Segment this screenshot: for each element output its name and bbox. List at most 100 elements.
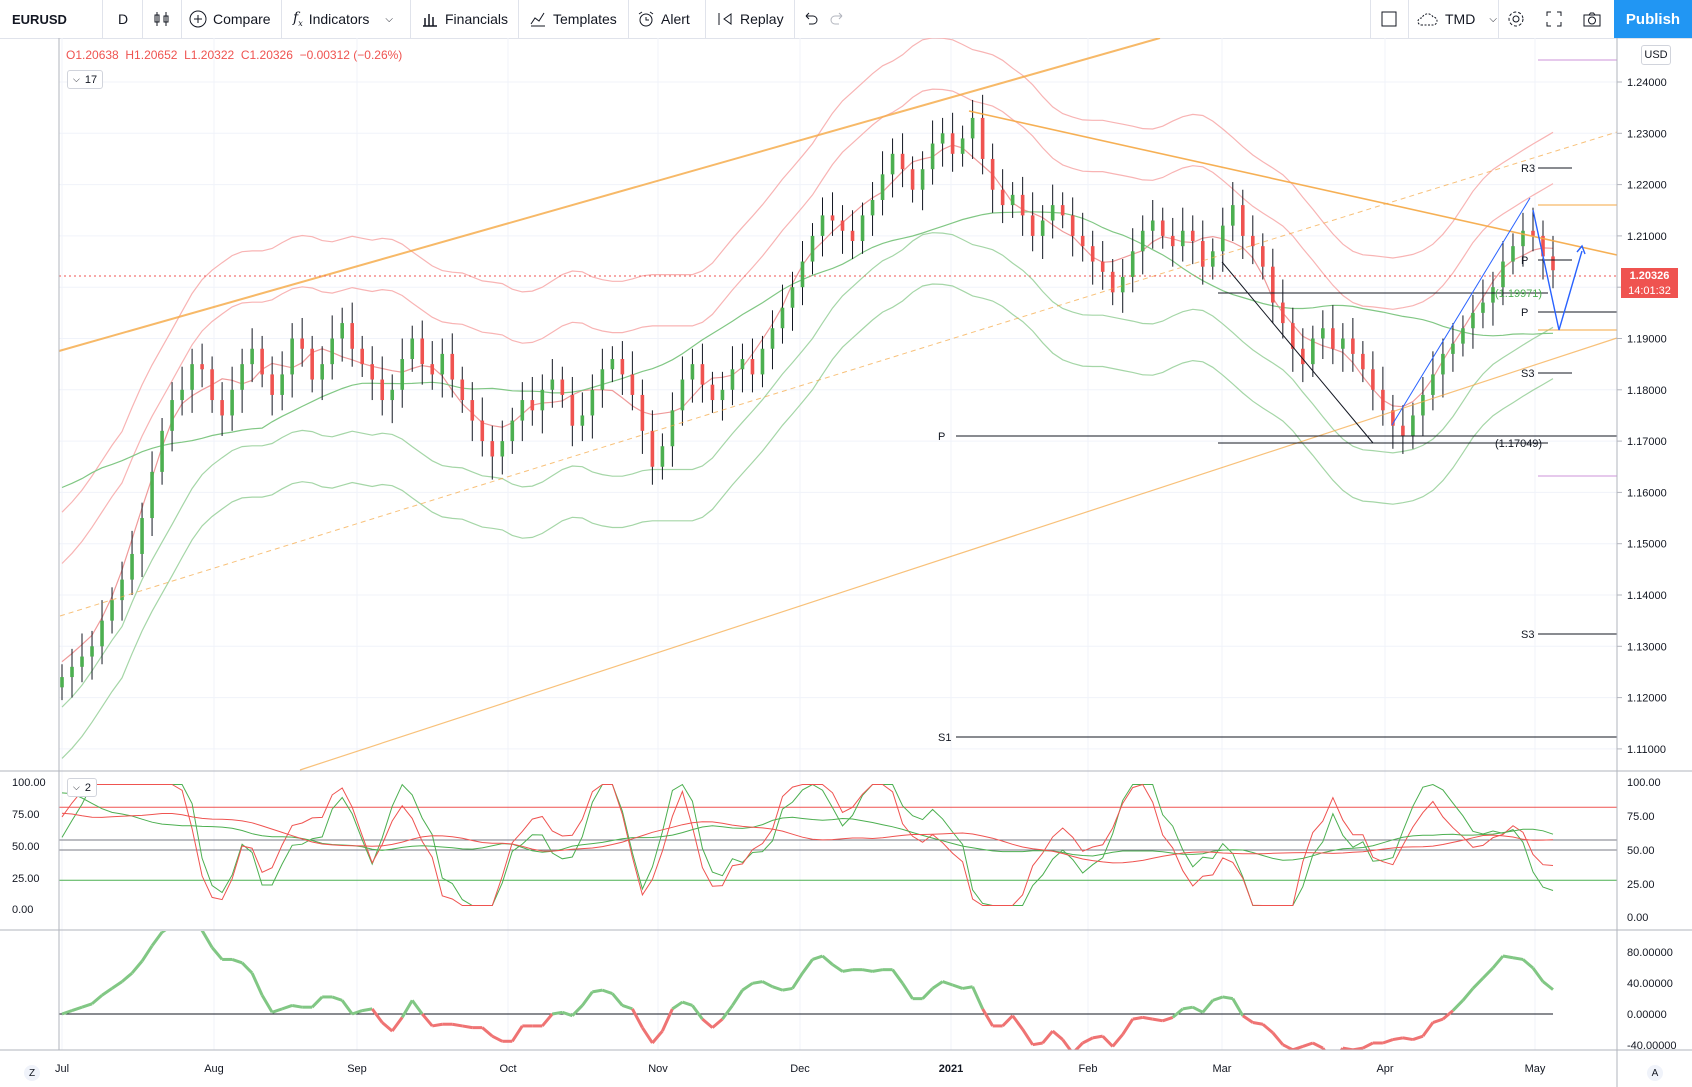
snapshot-button[interactable] [1582,0,1602,38]
legend-open: O1.20638 [66,48,119,62]
divider [1498,0,1499,38]
indicators-collapse-button[interactable]: ⌵ 17 [67,70,104,89]
projection-arrowhead [1576,244,1586,255]
settings-button[interactable] [1506,0,1526,38]
momentum-segment [61,1009,73,1016]
alarm-clock-icon [638,11,654,27]
chart-type-button[interactable] [153,0,171,38]
stoch-left-tick: 0.00 [12,904,33,916]
momentum-segment [121,971,134,983]
gear-icon [1508,11,1524,27]
candle-body [920,169,925,190]
publish-button[interactable]: Publish [1614,0,1692,38]
chevron-down-icon[interactable]: ⌵ [385,13,393,25]
divider [518,0,519,38]
s3-label: S3 [1521,368,1534,380]
candle-body [340,323,344,339]
momentum-segment [891,968,904,985]
stoch-right-tick: 50.00 [1627,845,1655,857]
time-tick-label: Apr [1376,1063,1393,1075]
momentum-segment [1021,1028,1034,1046]
layout-name-button[interactable]: TMD ⌵ [1415,0,1497,38]
divider [705,0,706,38]
undo-button[interactable] [801,0,819,38]
candle-body [1471,312,1475,329]
momentum-segment [1412,1034,1424,1041]
candle-body [440,353,445,375]
candle-body [1311,338,1315,365]
templates-button[interactable]: Templates [529,0,617,38]
alert-label: Alert [661,11,690,27]
momentum-segment [1001,1014,1014,1027]
momentum-segment [611,992,624,1007]
trendline-upper [58,38,1161,352]
alert-button[interactable]: Alert [637,0,690,38]
chevron-down-icon: ⌵ [73,782,80,792]
band-line [61,88,1554,564]
interval-button[interactable]: D [118,11,129,27]
momentum-segment [311,995,324,1009]
time-tick-label: 2021 [939,1063,963,1075]
momentum-segment [631,1008,644,1029]
pane-collapse-button[interactable]: ⌵ 2 [67,778,97,797]
momentum-segment [250,972,264,996]
layout-button[interactable] [1380,0,1398,38]
momentum-tick: 0.00000 [1627,1009,1667,1021]
candle-body [1160,220,1165,236]
symbol-search[interactable]: EURUSD [12,11,67,27]
ohlc-legend: O1.20638 H1.20652 L1.20322 C1.20326 −0.0… [66,48,402,62]
indicators-button[interactable]: fx Indicators ⌵ [293,0,393,38]
momentum-segment [962,985,973,990]
currency-button[interactable]: USD [1641,45,1671,65]
price-tick-label: 1.12000 [1627,693,1667,705]
level-label: (1.19971) [1495,288,1542,300]
compare-button[interactable]: Compare [189,0,271,38]
candle-body [410,338,415,360]
stoch-left-tick: 25.00 [12,873,40,885]
momentum-segment [1152,1017,1163,1023]
momentum-segment [241,961,254,975]
stoch-left-tick: 75.00 [12,809,40,821]
candle-body [170,400,174,431]
candle-body [100,620,104,647]
fullscreen-button[interactable] [1545,0,1563,38]
band-line [61,232,1554,708]
candle-body [230,389,234,416]
momentum-segment [1542,980,1554,991]
projection-path [1532,209,1583,331]
momentum-segment [592,988,603,994]
replay-button[interactable]: Replay [716,0,784,38]
financials-button[interactable]: Financials [421,0,508,38]
slow-ma-line [61,211,1554,489]
momentum-segment [741,982,754,992]
candle-body [1190,230,1195,242]
redo-button[interactable] [829,0,847,38]
candle-body [870,199,875,216]
candle-body [250,348,254,365]
price-tick-label: 1.23000 [1627,128,1667,140]
divider [281,0,282,38]
candle-body [1130,251,1135,277]
zoom-toggle[interactable]: Z [24,1065,40,1081]
momentum-segment [1441,1009,1454,1021]
candle-body [1301,348,1305,365]
candle-body [640,394,645,431]
momentum-segment [511,1025,524,1043]
divider [794,0,795,38]
cloud-icon [1417,13,1438,26]
candle-body [1531,230,1535,236]
momentum-segment [391,1016,404,1032]
candle-body [930,143,935,170]
time-tick-label: May [1525,1063,1546,1075]
candle-body [380,379,385,401]
momentum-segment [1531,967,1545,983]
candle-body [1281,302,1285,324]
candle-body [1401,425,1405,436]
candle-body [800,261,805,288]
candle-body [190,364,194,390]
candle-body [630,374,635,395]
replay-label: Replay [740,11,784,27]
auto-scale-toggle[interactable]: A [1647,1065,1663,1081]
candle-body [1080,235,1085,247]
